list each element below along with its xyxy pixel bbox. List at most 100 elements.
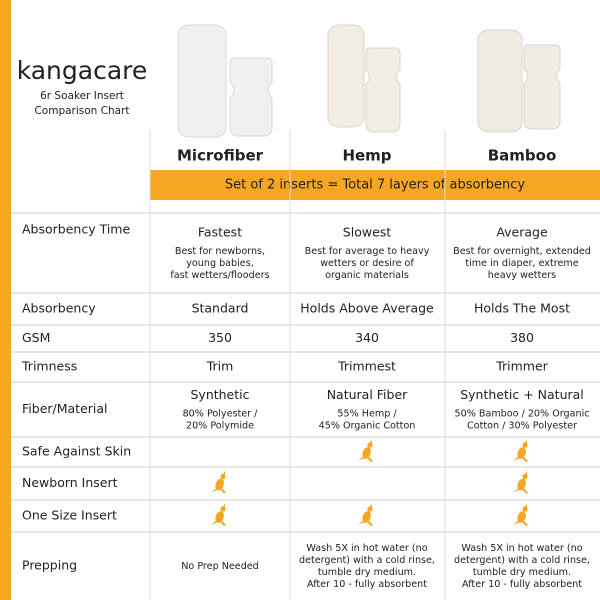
icon-ear [525,470,527,476]
cell-title: 380 [510,330,534,345]
logo: kangacare [17,56,148,85]
icon-legs [522,488,528,494]
cell-title: Trimmer [495,359,548,374]
cell-detail: Wash 5X in hot water (no [306,543,427,554]
cell-title: 340 [355,330,379,345]
cell-title: 350 [208,330,232,345]
cell-detail: Wash 5X in hot water (no [461,543,582,554]
column-header: Bamboo [488,147,557,165]
column-header: Hemp [342,147,391,165]
cell-detail: After 10 - fully absorbent [307,579,427,590]
kangaroo-icon [358,503,373,526]
icon-body [215,478,224,491]
cell-title: Synthetic + Natural [460,387,584,402]
subtitle: Comparison Chart [34,105,129,117]
cell-detail: After 10 - fully absorbent [462,579,582,590]
icon-tail [513,456,520,461]
cell-title: Average [496,225,548,240]
icon-head [367,506,373,512]
icon-ear [525,439,527,444]
cell-detail: tumble dry medium. [318,567,416,578]
icon-head [220,473,226,480]
icon-body [362,447,371,459]
icon-legs [220,521,226,526]
kangaroo-icon [211,503,226,526]
icon-body [517,511,526,523]
kangaroo-icon [513,470,528,494]
icon-body [215,511,224,523]
icon-body [517,447,526,459]
cell-detail: Best for overnight, extended [453,246,591,257]
icon-tail [513,520,520,525]
product-images [177,24,561,138]
cell-detail: 45% Organic Cotton [319,421,416,432]
cell-title: Fastest [198,225,242,240]
cell-title: Standard [192,301,249,316]
kangaroo-icon [358,439,373,462]
cell-detail: wetters or desire of [320,258,414,269]
banner-text: Set of 2 inserts = Total 7 layers of abs… [225,178,526,193]
icon-tail [358,520,365,525]
icon-body [517,478,526,491]
icon-legs [522,457,528,462]
icon-head [367,442,373,448]
row-label: Prepping [22,558,77,573]
row-label: Trimness [21,359,77,374]
icon-legs [220,488,226,494]
row-label: Absorbency Time [22,222,130,237]
row-label: Absorbency [22,301,96,316]
cell-title: Trimmest [337,359,396,374]
icon-tail [211,520,218,525]
icon-tail [513,487,520,493]
cell-detail: young babies, [186,258,254,269]
cell-detail: 80% Polyester / [183,409,259,420]
icon-ear [370,503,372,508]
cell-detail: organic materials [325,270,409,281]
cell-detail: No Prep Needed [181,561,259,572]
cell-title: Holds The Most [474,301,570,316]
icon-tail [358,456,365,461]
icon-ear [223,503,225,508]
kangaroo-icon [513,439,528,462]
row-label: One Size Insert [22,508,117,523]
icon-ear [223,470,225,476]
cell-title: Natural Fiber [327,387,408,402]
column-header: Microfiber [177,147,264,165]
cell-detail: tumble dry medium. [473,567,571,578]
cell-detail: detergent) with a cold rinse, [299,555,435,566]
cell-title: Synthetic [190,387,249,402]
banner [150,170,600,200]
cell-title: Holds Above Average [300,301,434,316]
icon-legs [367,521,373,526]
row-label: GSM [22,330,50,345]
kangaroo-icon [211,470,226,494]
icon-legs [522,521,528,526]
row-label: Newborn Insert [22,475,118,490]
icon-ear [525,503,527,508]
icon-head [522,442,528,448]
icon-body [362,511,371,523]
icon-tail [211,487,218,493]
kangaroo-icon [513,503,528,526]
icon-head [220,506,226,512]
cell-detail: fast wetters/flooders [170,270,269,281]
cell-detail: Best for newborns, [175,246,265,257]
cell-detail: 20% Polymide [186,421,254,432]
icon-head [522,473,528,480]
cell-detail: 50% Bamboo / 20% Organic [454,409,589,420]
cell-detail: 55% Hemp / [337,409,397,420]
icon-head [522,506,528,512]
cell-title: Slowest [343,225,391,240]
cell-detail: heavy wetters [488,270,556,281]
cell-detail: detergent) with a cold rinse, [454,555,590,566]
cell-detail: time in diaper, extreme [465,258,578,269]
subtitle: 6r Soaker Insert [40,90,124,102]
icon-ear [370,439,372,444]
row-label: Fiber/Material [22,401,108,416]
icon-legs [367,457,373,462]
row-label: Safe Against Skin [22,444,131,459]
cell-title: Trim [206,359,234,374]
left-stripe [0,0,11,600]
cell-detail: Cotton / 30% Polyester [467,421,577,432]
